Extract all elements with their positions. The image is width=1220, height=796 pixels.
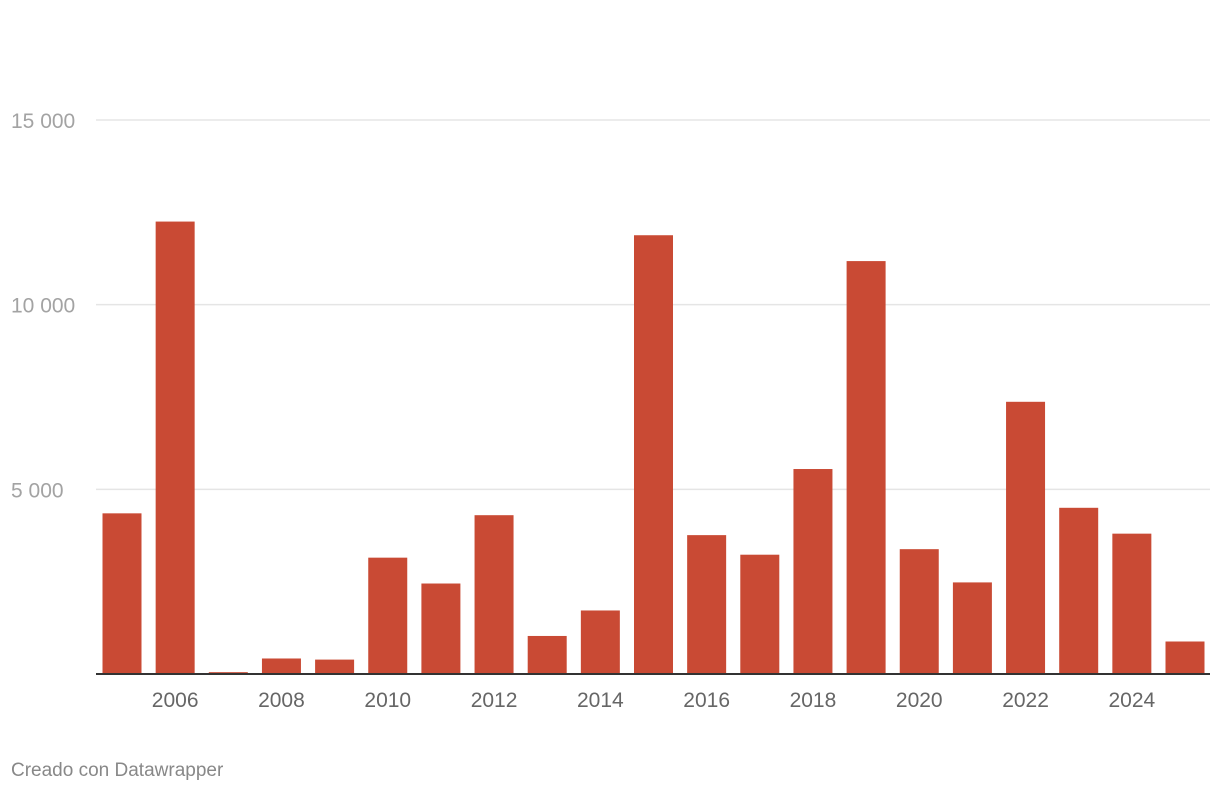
- y-axis-tick-labels: 5 000 10 000 15 000: [11, 110, 75, 502]
- y-tick-label: 15 000: [11, 110, 75, 133]
- bar-2011: [421, 583, 461, 674]
- x-tick-label: 2020: [896, 689, 943, 712]
- bar-2008: [261, 658, 301, 674]
- bar-2012: [474, 515, 514, 674]
- x-tick-label: 2014: [577, 689, 624, 712]
- x-tick-label: 2010: [364, 689, 411, 712]
- bar-2006: [155, 221, 195, 675]
- bar-2014: [580, 610, 620, 674]
- bar-2021: [952, 582, 992, 674]
- bar-2019: [846, 261, 886, 674]
- datawrapper-credit: Creado con Datawrapper: [11, 760, 224, 781]
- bar-2024: [1112, 533, 1152, 674]
- x-tick-label: 2008: [258, 689, 305, 712]
- x-tick-label: 2006: [152, 689, 199, 712]
- bar-2013: [527, 635, 567, 674]
- y-tick-label: 10 000: [11, 295, 75, 318]
- bar-2022: [1006, 401, 1046, 674]
- bar-2015: [634, 235, 673, 674]
- bars: [102, 221, 1205, 675]
- y-tick-label: 5 000: [11, 479, 64, 502]
- x-tick-label: 2022: [1002, 689, 1049, 712]
- bar-2018: [793, 469, 833, 674]
- bar-2010: [368, 557, 408, 674]
- x-tick-label: 2018: [790, 689, 837, 712]
- x-tick-label: 2012: [471, 689, 518, 712]
- bar-2009: [315, 659, 355, 674]
- x-axis-tick-labels: 2006 2008 2010 2012 2014 2016 2018 2020 2022 2024: [152, 689, 1156, 712]
- bar-2020: [899, 549, 939, 674]
- bar-2016: [687, 535, 727, 674]
- x-tick-label: 2024: [1108, 689, 1155, 712]
- x-tick-label: 2016: [683, 689, 730, 712]
- bar-2005: [102, 513, 142, 674]
- bar-2025: [1165, 641, 1205, 674]
- bar-2017: [740, 554, 780, 674]
- bar-2023: [1059, 507, 1099, 674]
